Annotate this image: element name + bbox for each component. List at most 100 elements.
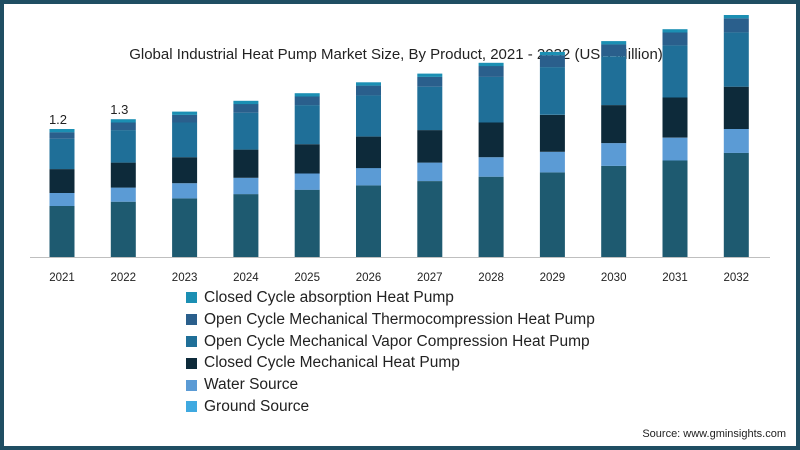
bar-segment-2021-s4 xyxy=(49,132,75,139)
x-tick-label: 2027 xyxy=(417,272,443,284)
bar-segment-2029-s3 xyxy=(539,67,565,115)
bar-segment-2021-s3 xyxy=(49,138,75,170)
bar-segment-2027-s4 xyxy=(417,76,443,87)
bar-segment-2030-s4 xyxy=(601,44,627,57)
bar-total-label: 1.3 xyxy=(110,102,128,117)
legend-label: Water Source xyxy=(204,376,299,394)
x-tick-label: 2032 xyxy=(724,272,750,284)
bar-segment-2028-s5 xyxy=(478,62,504,67)
bar-segment-2030-s2 xyxy=(601,105,627,144)
legend-item: Water Source xyxy=(186,374,595,396)
bar-segment-2024-s3 xyxy=(233,112,259,150)
bar-segment-2032-s3 xyxy=(723,32,749,87)
bar-segment-2023-s3 xyxy=(172,122,198,158)
bar-segment-2031-s0 xyxy=(662,160,688,257)
chart-title: Global Industrial Heat Pump Market Size,… xyxy=(129,46,663,63)
source-note: Source: www.gminsights.com xyxy=(642,428,786,440)
legend-label: Closed Cycle Mechanical Heat Pump xyxy=(204,354,460,372)
legend-label: Open Cycle Mechanical Thermocompression … xyxy=(204,310,595,328)
bar-segment-2030-s3 xyxy=(601,56,627,106)
bar-segment-2028-s4 xyxy=(478,66,504,77)
bar-segment-2022-s0 xyxy=(110,201,136,257)
bar-segment-2027-s2 xyxy=(417,130,443,163)
legend-item: Open Cycle Mechanical Vapor Compression … xyxy=(186,331,595,353)
legend-swatch xyxy=(186,292,197,304)
bar-segment-2032-s4 xyxy=(723,18,749,33)
bar-segment-2029-s1 xyxy=(539,151,565,173)
bar-segment-2024-s1 xyxy=(233,177,259,195)
x-tick-label: 2023 xyxy=(172,272,198,284)
bar-segment-2021-s2 xyxy=(49,169,75,193)
legend-label: Ground Source xyxy=(204,397,310,415)
bar-segment-2028-s3 xyxy=(478,76,504,123)
legend-label: Open Cycle Mechanical Vapor Compression … xyxy=(204,332,590,350)
bar-segment-2022-s4 xyxy=(110,122,136,131)
bar-segment-2027-s5 xyxy=(417,73,443,77)
legend-item: Closed Cycle Mechanical Heat Pump xyxy=(186,352,595,374)
bar-segment-2028-s2 xyxy=(478,122,504,158)
bar-segment-2030-s1 xyxy=(601,143,627,166)
bar-segment-2023-s5 xyxy=(172,111,198,115)
bar-segment-2023-s2 xyxy=(172,157,198,184)
bar-segment-2029-s2 xyxy=(539,114,565,152)
legend-swatch xyxy=(186,314,197,326)
x-tick-label: 2029 xyxy=(540,272,566,284)
bar-segment-2026-s4 xyxy=(356,85,381,96)
bar-segment-2025-s0 xyxy=(294,189,320,257)
bar-segment-2022-s1 xyxy=(110,187,136,202)
legend-swatch xyxy=(186,379,197,391)
bar-segment-2023-s4 xyxy=(172,114,198,123)
bar-segment-2025-s5 xyxy=(294,93,320,97)
bar-segment-2021-s5 xyxy=(49,129,75,133)
bar-segment-2022-s2 xyxy=(110,162,136,188)
bar-segment-2032-s2 xyxy=(723,86,749,129)
x-tick-label: 2026 xyxy=(356,272,382,284)
bar-segment-2032-s1 xyxy=(723,129,749,153)
bar-segment-2025-s3 xyxy=(294,105,320,145)
bar-segment-2031-s3 xyxy=(662,45,688,98)
bar-segment-2024-s0 xyxy=(233,194,259,257)
bar-segment-2025-s2 xyxy=(294,144,320,174)
x-tick-label: 2031 xyxy=(662,272,688,284)
legend-item: Open Cycle Mechanical Thermocompression … xyxy=(186,309,595,331)
bar-segment-2022-s3 xyxy=(110,130,136,163)
legend-swatch xyxy=(186,335,197,347)
x-tick-label: 2022 xyxy=(111,272,137,284)
bar-segment-2023-s1 xyxy=(172,183,198,199)
bar-segment-2031-s2 xyxy=(662,97,688,138)
bar-segment-2024-s2 xyxy=(233,149,259,178)
bar-segment-2026-s5 xyxy=(356,82,381,86)
bar-segment-2022-s5 xyxy=(110,119,136,123)
bar-segment-2028-s1 xyxy=(478,157,504,177)
bar-segment-2032-s0 xyxy=(723,152,749,257)
bar-segment-2031-s1 xyxy=(662,137,688,161)
bar-segment-2023-s0 xyxy=(172,198,198,257)
x-tick-label: 2021 xyxy=(49,272,75,284)
x-tick-label: 2025 xyxy=(294,272,320,284)
bar-segment-2024-s5 xyxy=(233,100,259,105)
bar-segment-2029-s0 xyxy=(539,172,565,257)
bar-segment-2029-s4 xyxy=(539,55,565,68)
bar-segment-2025-s1 xyxy=(294,173,320,190)
legend-label: Closed Cycle absorption Heat Pump xyxy=(204,289,454,306)
bar-segment-2028-s0 xyxy=(478,176,504,257)
legend-item: Closed Cycle absorption Heat Pump xyxy=(186,287,595,309)
bar-segment-2030-s5 xyxy=(601,41,627,45)
bar-segment-2031-s4 xyxy=(662,32,688,46)
bar-segment-2021-s0 xyxy=(49,206,75,257)
bar-segment-2031-s5 xyxy=(662,29,688,33)
legend-item: Ground Source xyxy=(186,396,595,418)
bar-segment-2030-s0 xyxy=(601,165,627,257)
x-tick-label: 2028 xyxy=(478,272,504,284)
legend-swatch xyxy=(186,401,197,413)
bar-chart: 2021 1.2 2022 1.3 2023 2024 2025 2026 2027 2028 20… xyxy=(30,15,770,284)
bar-segment-2025-s4 xyxy=(294,96,320,106)
x-tick-label: 2030 xyxy=(601,272,627,284)
bar-segment-2029-s5 xyxy=(539,51,565,56)
bar-segment-2027-s1 xyxy=(417,162,443,181)
bar-segment-2026-s3 xyxy=(356,95,381,137)
bar-segment-2026-s2 xyxy=(356,136,381,169)
bar-segment-2032-s5 xyxy=(723,15,749,19)
bar-segment-2027-s3 xyxy=(417,86,443,131)
bar-segment-2026-s0 xyxy=(356,185,381,257)
